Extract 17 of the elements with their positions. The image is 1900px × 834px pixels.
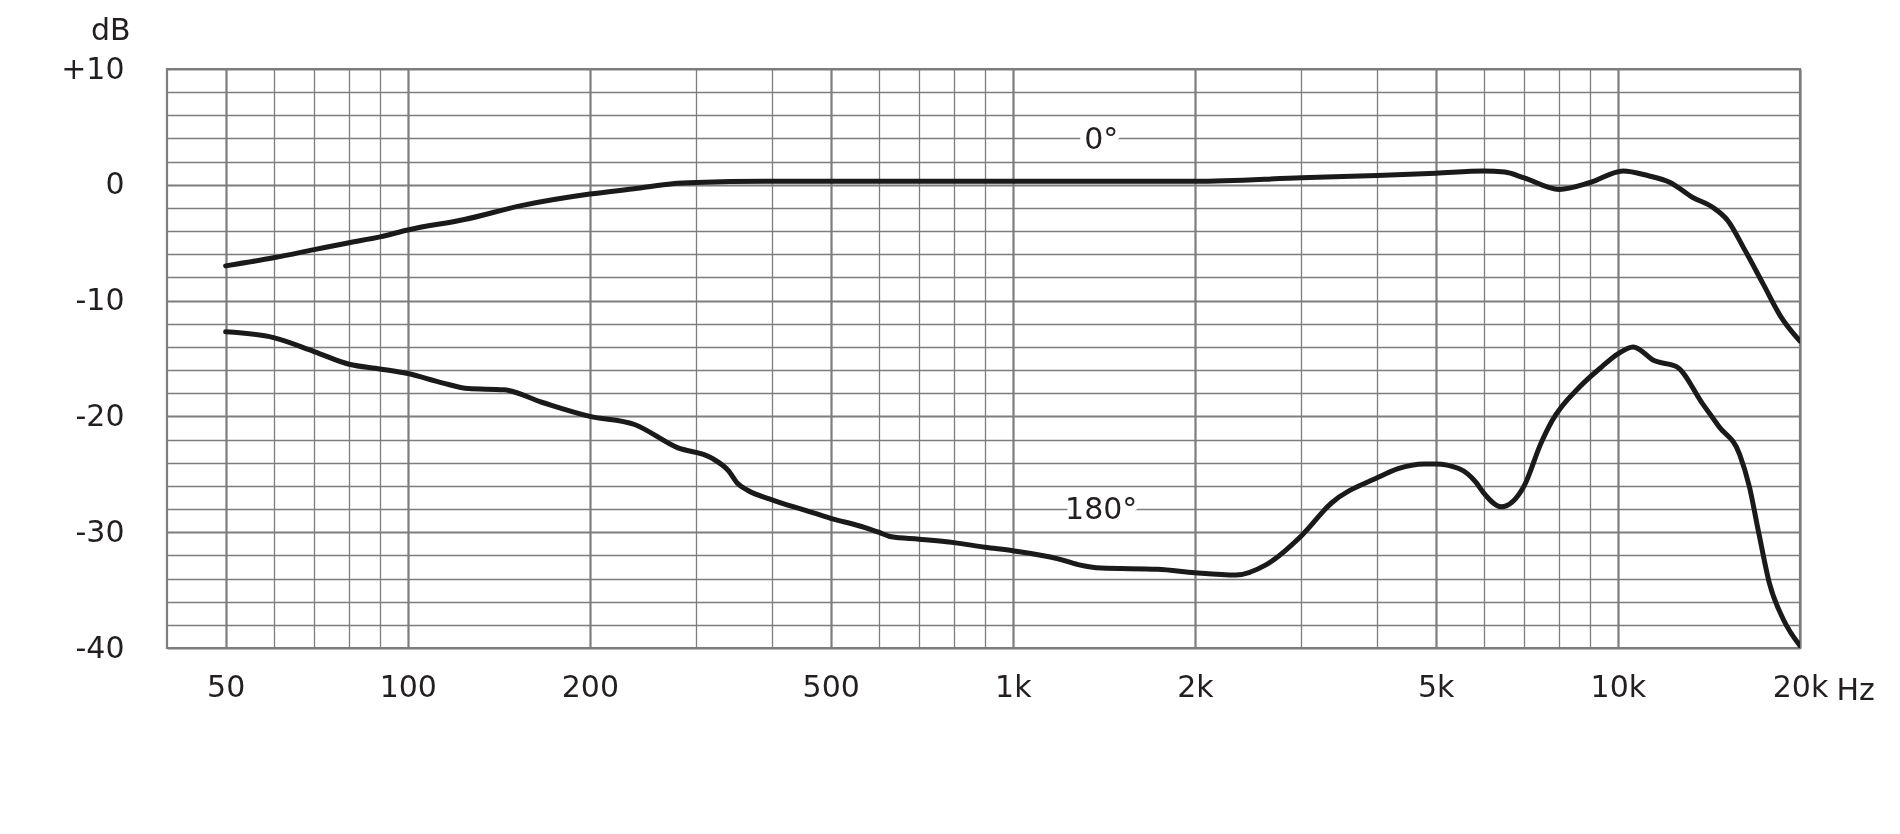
x-tick-label: 1k [995,668,1033,704]
x-tick-label: 500 [802,668,860,704]
x-tick-label: 10k [1590,668,1647,704]
x-tick-label: 5k [1417,668,1456,704]
x-tick-label: 100 [379,668,437,704]
y-tick-label: -30 [75,513,125,549]
x-tick-label: 50 [207,668,246,704]
y-tick-label: -20 [75,397,125,433]
x-axis-title: Hz [1836,671,1875,707]
y-tick-label: -40 [75,629,125,665]
y-tick-label: -10 [75,282,125,318]
x-tick-label: 20k [1772,668,1829,704]
x-tick-label: 200 [561,668,620,704]
y-tick-label: 0 [105,166,125,202]
y-axis-title: dB [90,11,131,47]
y-tick-label: +10 [61,50,125,86]
x-tick-label: 2k [1177,668,1215,704]
